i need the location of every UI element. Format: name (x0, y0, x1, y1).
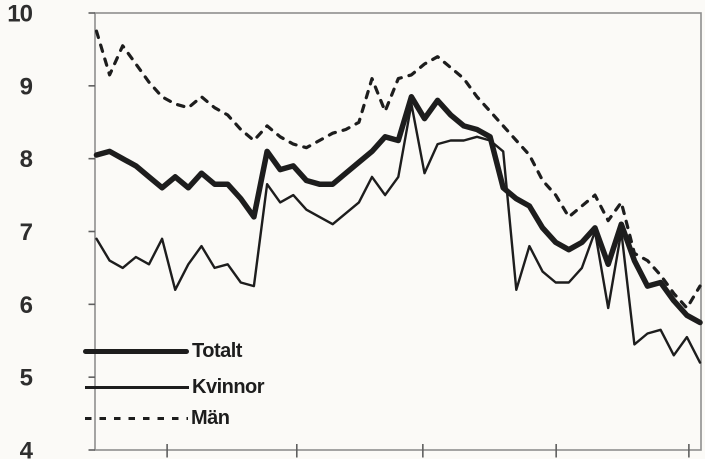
legend-item-kvinnor: Kvinnor (83, 376, 265, 399)
man-line-sample (85, 416, 188, 421)
legend-label-man: Män (191, 407, 230, 429)
y-axis-label: 8 (20, 146, 33, 173)
y-axis-label: 9 (20, 73, 33, 100)
totalt-line (93, 94, 703, 326)
kvinnor-line (95, 102, 702, 364)
y-axis-label: 7 (20, 219, 33, 246)
legend-label-kvinnor: Kvinnor (192, 376, 265, 398)
y-axis-label: 10 (7, 1, 32, 28)
totalt-line-sample (83, 348, 189, 355)
legend-label-totalt: Totalt (192, 340, 242, 362)
y-axis-label: 4 (20, 438, 34, 459)
man-line (94, 29, 702, 310)
legend-item-totalt: Totalt (83, 340, 242, 363)
y-axis-label: 6 (20, 292, 33, 319)
kvinnor-line-sample (85, 386, 189, 389)
y-axis-label: 5 (20, 365, 33, 392)
legend-item-man: Män (83, 407, 230, 430)
